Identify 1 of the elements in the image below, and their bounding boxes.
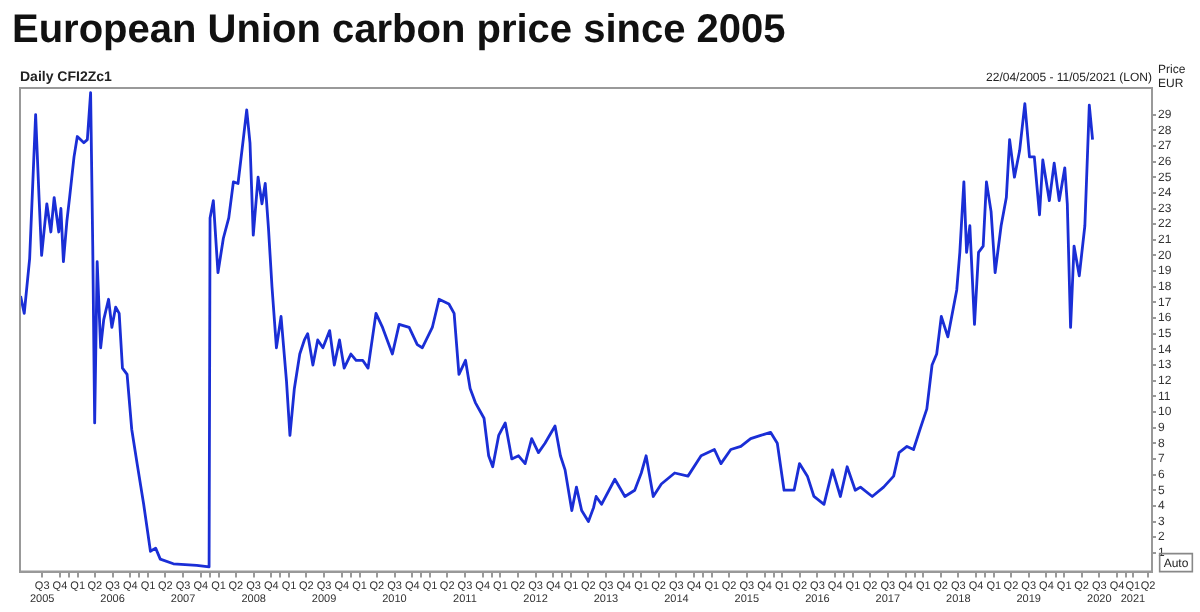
chart-title: European Union carbon price since 2005 <box>12 8 786 54</box>
